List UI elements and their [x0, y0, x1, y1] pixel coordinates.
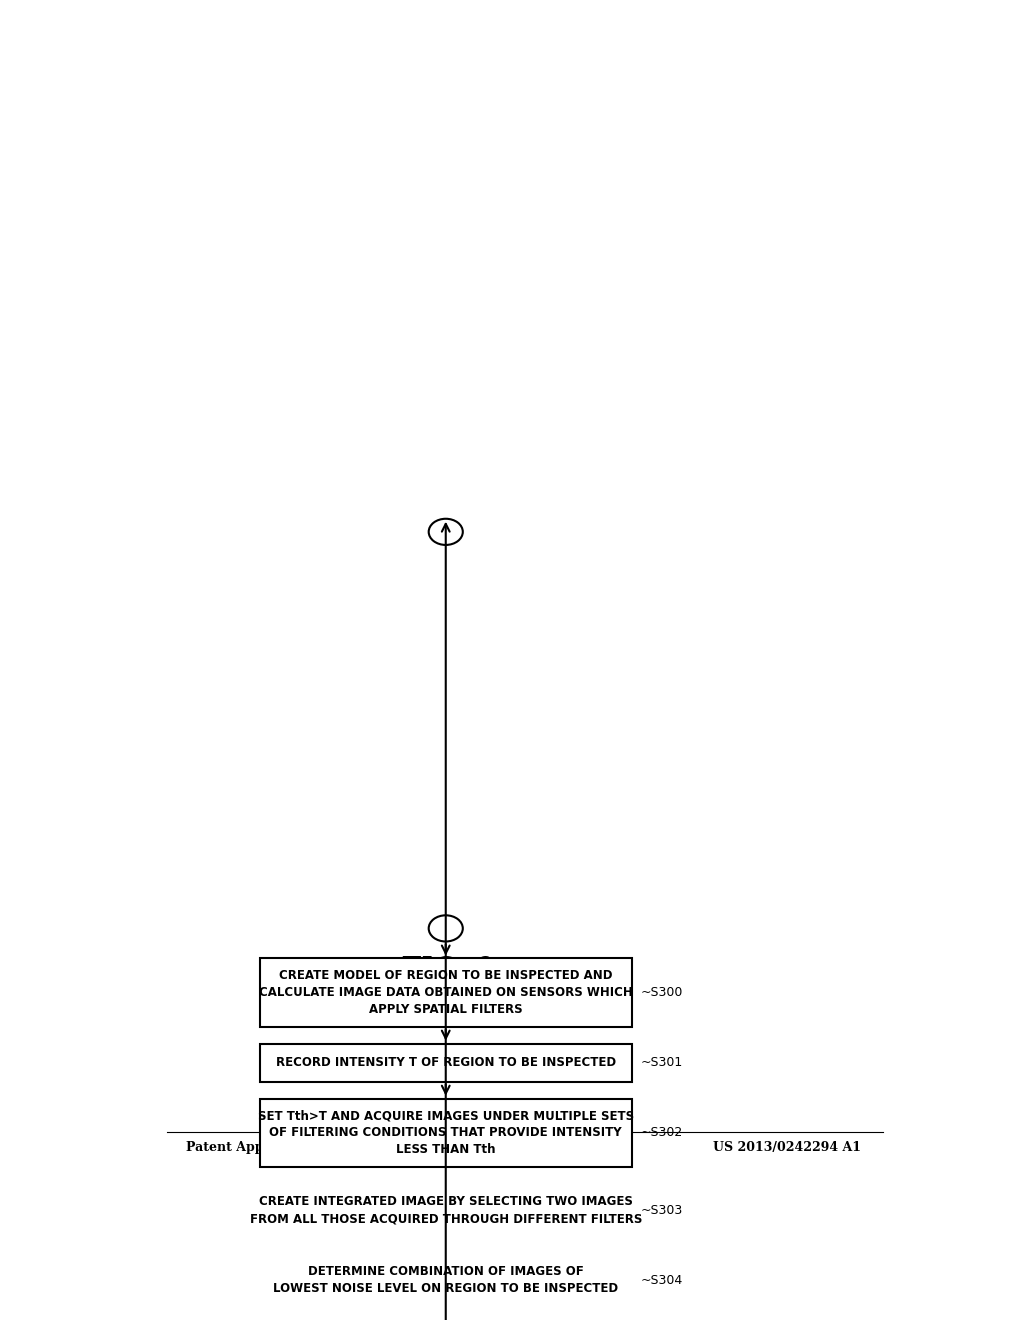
- Text: SET Tth>T AND ACQUIRE IMAGES UNDER MULTIPLE SETS
OF FILTERING CONDITIONS THAT PR: SET Tth>T AND ACQUIRE IMAGES UNDER MULTI…: [258, 1109, 634, 1156]
- Text: ~S304: ~S304: [641, 1274, 683, 1287]
- Text: ~S301: ~S301: [641, 1056, 683, 1069]
- Text: DETERMINE COMBINATION OF IMAGES OF
LOWEST NOISE LEVEL ON REGION TO BE INSPECTED: DETERMINE COMBINATION OF IMAGES OF LOWES…: [273, 1266, 618, 1295]
- Text: RECORD INTENSITY T OF REGION TO BE INSPECTED: RECORD INTENSITY T OF REGION TO BE INSPE…: [275, 1056, 615, 1069]
- Bar: [260, 1254, 632, 1307]
- Bar: [260, 1044, 632, 1081]
- Text: FIG. 9: FIG. 9: [398, 956, 494, 986]
- Text: CREATE MODEL OF REGION TO BE INSPECTED AND
CALCULATE IMAGE DATA OBTAINED ON SENS: CREATE MODEL OF REGION TO BE INSPECTED A…: [259, 969, 633, 1016]
- Bar: [260, 1098, 632, 1167]
- Text: ~S303: ~S303: [641, 1204, 683, 1217]
- Text: ~S300: ~S300: [641, 986, 683, 999]
- Text: ~S302: ~S302: [641, 1126, 683, 1139]
- Bar: [260, 1184, 632, 1237]
- Bar: [260, 958, 632, 1027]
- Text: CREATE INTEGRATED IMAGE BY SELECTING TWO IMAGES
FROM ALL THOSE ACQUIRED THROUGH : CREATE INTEGRATED IMAGE BY SELECTING TWO…: [250, 1195, 642, 1225]
- Text: Sep. 19, 2013  Sheet 8 of 11: Sep. 19, 2013 Sheet 8 of 11: [362, 1142, 560, 1155]
- Text: US 2013/0242294 A1: US 2013/0242294 A1: [713, 1142, 861, 1155]
- Text: Patent Application Publication: Patent Application Publication: [186, 1142, 401, 1155]
